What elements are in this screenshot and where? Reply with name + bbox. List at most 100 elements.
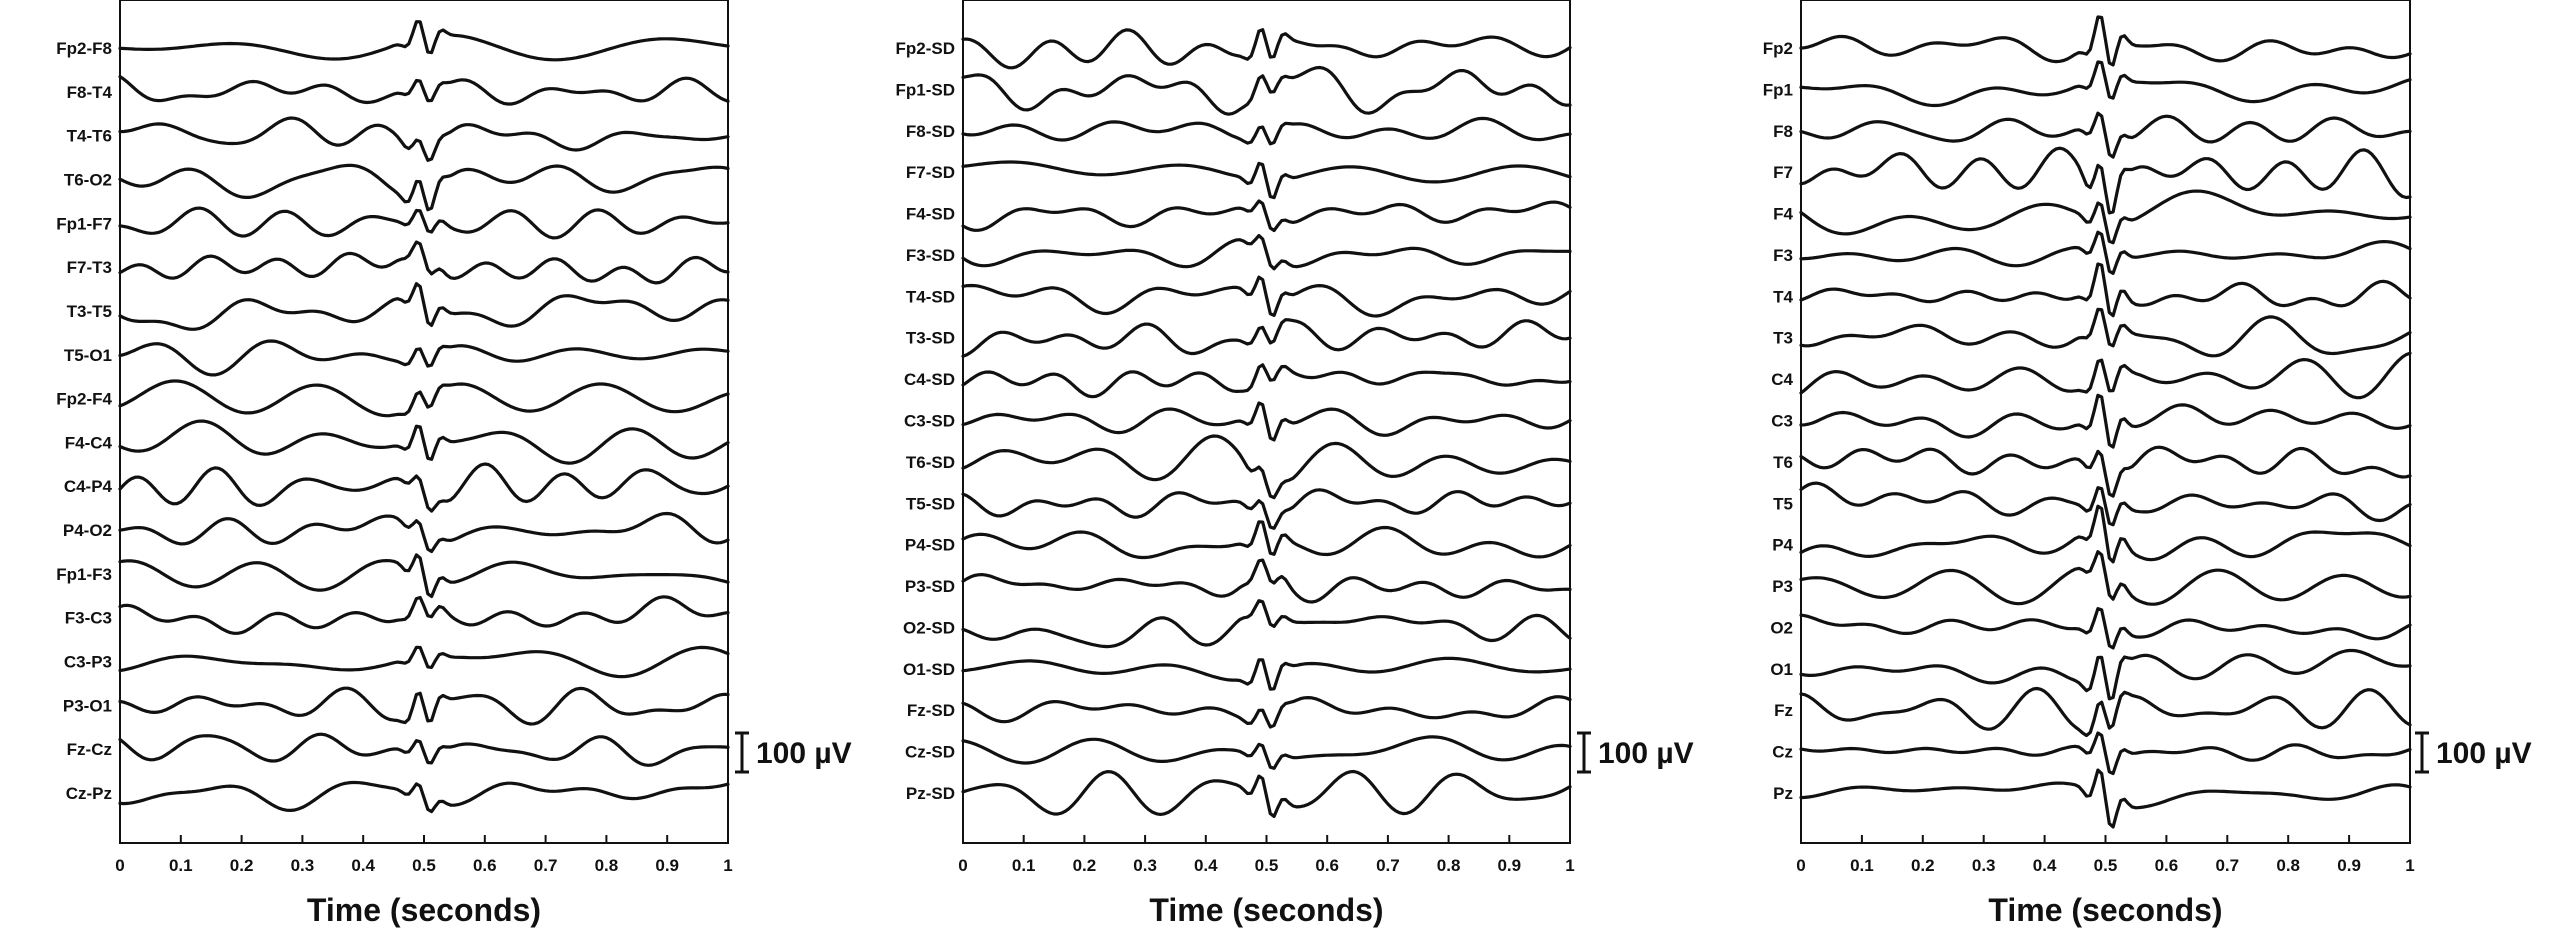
channel-label: T5-O1 [64,346,112,365]
scale-bar-label: 100 µV [1598,737,1694,770]
eeg-trace [1799,189,2412,245]
channel-label: C3-SD [904,412,955,431]
channel-label: T3-T5 [67,302,112,321]
eeg-trace [118,419,730,465]
x-tick-label: 0.4 [1194,856,1218,875]
channel-label: F8 [1773,122,1793,141]
channel-label: C4 [1771,370,1793,389]
channel-label: T6-SD [906,453,955,472]
x-tick-label: 0.8 [595,856,619,875]
eeg-trace [961,199,1572,233]
x-tick-label: 0.6 [2155,856,2179,875]
x-tick-label: 0 [958,856,967,875]
x-tick-label: 0.5 [412,856,436,875]
eeg-trace [1799,146,2412,215]
eeg-trace [961,401,1572,442]
eeg-trace [1799,607,2412,650]
channel-label: T3-SD [906,329,955,348]
channel-label: Fz [1774,701,1793,720]
x-tick-label: 0.7 [1376,856,1400,875]
eeg-trace [1799,481,2412,527]
eeg-trace [961,488,1572,530]
eeg-trace [1799,731,2412,776]
x-tick-label: 0.3 [291,856,315,875]
x-tick-label: 1 [2405,856,2414,875]
eeg-trace [118,595,730,635]
channel-label: C4-P4 [64,477,113,496]
channel-label: P3-SD [905,577,955,596]
channel-label: Fp1-SD [896,80,956,99]
channel-label: Pz [1773,784,1793,803]
channel-label: C3 [1771,412,1793,431]
channel-label: F7 [1773,163,1793,182]
x-tick-label: 0.7 [534,856,558,875]
x-tick-label: 0 [115,856,124,875]
channel-label: Cz-SD [905,743,955,762]
eeg-trace [118,511,730,554]
eeg-trace [1799,768,2412,829]
channel-label: P3-O1 [63,696,112,715]
eeg-trace [118,553,730,599]
channel-label: F4-SD [906,205,955,224]
channel-label: P4 [1772,536,1793,555]
eeg-trace [1799,393,2412,449]
x-tick-label: 0.8 [2276,856,2300,875]
channel-label: Cz-Pz [66,784,112,803]
eeg-trace [961,116,1572,146]
eeg-trace [1799,230,2412,275]
x-tick-label: 0.6 [1315,856,1339,875]
channel-label: Fz-SD [907,701,955,720]
eeg-trace [1799,550,2412,606]
channel-label: T4-T6 [67,127,112,146]
channel-label: P4-SD [905,536,955,555]
x-axis-title: Time (seconds) [307,892,541,928]
channel-label: Fp1-F3 [56,565,112,584]
eeg-trace [118,116,730,162]
x-tick-label: 0 [1796,856,1805,875]
scale-bar [1577,731,1591,774]
channel-label: O1 [1770,660,1793,679]
scale-bar-label: 100 µV [756,737,852,770]
eeg-trace [1799,60,2412,108]
eeg-trace [961,65,1572,116]
channel-label: Fp2-SD [896,39,956,58]
channel-label: T5-SD [906,494,955,513]
channel-label: Pz-SD [906,784,955,803]
x-tick-label: 0.4 [351,856,375,875]
channel-label: O2 [1770,618,1793,637]
channel-label: F8-T4 [67,83,113,102]
x-tick-label: 0.2 [230,856,254,875]
channel-label: F3-C3 [65,609,112,628]
eeg-trace [118,379,730,418]
scale-bar [735,731,749,774]
x-tick-label: 1 [1565,856,1574,875]
scale-bar [2415,731,2429,774]
eeg-panel-middle: Fp2-SD Fp1-SD F8-SD F7-SD F4-SD F3-SD T4-SD T3-… [896,0,1694,928]
channel-label: O2-SD [903,618,955,637]
x-tick-label: 0.6 [473,856,497,875]
x-tick-label: 0.4 [2033,856,2057,875]
x-tick-label: 0.9 [1497,856,1521,875]
eeg-trace [961,695,1572,729]
eeg-trace [961,735,1572,770]
eeg-trace [961,769,1572,818]
channel-label: F4 [1773,205,1793,224]
eeg-trace [118,282,730,331]
channel-label: T6-O2 [64,170,112,189]
channel-label: O1-SD [903,660,955,679]
channel-label: T4 [1773,287,1793,306]
channel-label: Fp2 [1763,39,1793,58]
eeg-trace [1799,307,2412,358]
x-tick-label: 0.1 [1012,856,1036,875]
channel-label: Fp1 [1763,80,1793,99]
channel-label: F7-SD [906,163,955,182]
eeg-trace [118,780,730,814]
eeg-trace [118,206,730,240]
channel-label: F4-C4 [65,433,113,452]
eeg-trace [961,363,1572,399]
x-axis-title: Time (seconds) [1149,892,1383,928]
channel-label: F3 [1773,246,1793,265]
channel-label: Fz-Cz [67,740,112,759]
x-tick-label: 0.2 [1073,856,1097,875]
